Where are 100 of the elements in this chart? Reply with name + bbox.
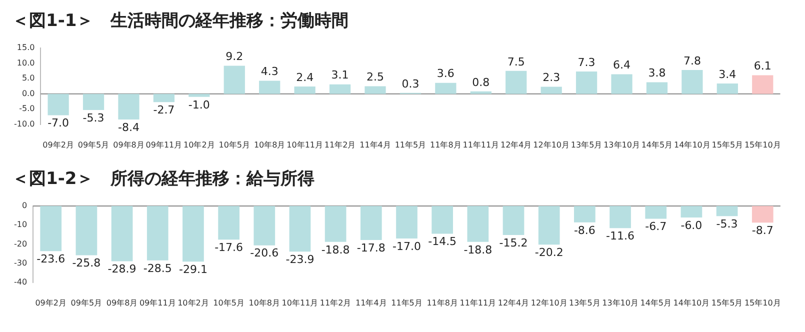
y-tick-label: -30 — [14, 258, 28, 268]
x-tick-label: 13年10月 — [604, 140, 640, 150]
x-tick-label: 10年11月 — [286, 140, 323, 150]
bar — [646, 82, 668, 94]
x-tick-label: 11年5月 — [394, 140, 426, 150]
x-tick-label: 09年5月 — [78, 140, 110, 150]
x-tick-label: 14年5月 — [640, 298, 672, 308]
bar — [153, 94, 175, 102]
bar — [611, 74, 632, 94]
bar — [576, 72, 598, 94]
x-tick-label: 09年11月 — [146, 140, 182, 150]
x-tick-label: 13年5月 — [570, 140, 602, 150]
data-label: 3.6 — [436, 67, 454, 80]
x-tick-label: 09年2月 — [35, 298, 66, 308]
y-tick-label: 10.0 — [16, 58, 35, 68]
data-label: -6.0 — [680, 218, 702, 232]
x-tick-label: 10年8月 — [248, 298, 280, 308]
data-label: -28.9 — [108, 262, 136, 276]
x-tick-label: 11年4月 — [356, 298, 387, 308]
bar — [329, 84, 351, 94]
x-tick-label: 10年8月 — [254, 140, 286, 150]
data-label: 4.3 — [260, 65, 278, 78]
data-label: -6.7 — [645, 220, 667, 234]
bar — [82, 94, 104, 110]
bar — [435, 82, 456, 94]
chart-title: ＜図1-2＞ 所得の経年推移：給与所得 — [11, 168, 316, 191]
data-label: 6.1 — [754, 60, 772, 73]
data-label: -1.0 — [188, 98, 210, 112]
x-tick-label: 11年8月 — [430, 140, 462, 150]
data-label: 3.1 — [331, 68, 349, 82]
data-label: 7.3 — [578, 56, 596, 69]
y-tick-label: 5.0 — [22, 74, 35, 83]
data-label: -20.6 — [250, 246, 279, 260]
x-tick-label: 14年10月 — [674, 140, 710, 150]
x-tick-label: 10年2月 — [184, 140, 215, 150]
bar — [364, 86, 386, 94]
x-tick-label: 15年5月 — [711, 298, 743, 308]
data-label: -17.6 — [214, 240, 244, 254]
data-label: -8.6 — [574, 224, 596, 237]
data-label: -29.1 — [178, 262, 208, 276]
x-tick-label: 14年5月 — [641, 140, 673, 150]
y-tick-label: 0 — [22, 201, 28, 210]
data-label: -18.8 — [321, 243, 350, 256]
x-tick-label: 10年11月 — [282, 298, 318, 308]
data-label: 0.3 — [402, 77, 420, 90]
x-tick-label: 11年11月 — [462, 140, 500, 150]
data-label: -25.8 — [72, 256, 101, 270]
data-label: 7.8 — [683, 54, 701, 68]
y-tick-label: 15.0 — [16, 43, 35, 52]
bar — [259, 80, 280, 94]
data-label: -17.0 — [392, 240, 421, 253]
x-tick-label: 11年4月 — [360, 140, 391, 150]
data-label: -11.6 — [606, 230, 635, 243]
x-tick-label: 10年5月 — [218, 140, 250, 150]
x-tick-label: 15年5月 — [712, 140, 744, 150]
data-label: -2.7 — [153, 103, 175, 116]
x-tick-label: 13年10月 — [602, 298, 638, 308]
data-label: -8.4 — [118, 120, 140, 134]
data-label: 0.8 — [472, 76, 490, 89]
data-label: -5.3 — [82, 111, 104, 124]
x-tick-label: 10年2月 — [178, 298, 209, 308]
data-label: 6.4 — [613, 58, 631, 72]
data-label: -23.6 — [36, 252, 66, 266]
data-label: 7.5 — [507, 55, 525, 68]
x-tick-label: 10年5月 — [213, 298, 244, 308]
chart-title: ＜図1-1＞ 生活時間の経年推移：労働時間 — [11, 10, 350, 33]
y-tick-label: 0.0 — [22, 88, 35, 98]
bar — [470, 91, 492, 94]
x-tick-label: 12年10月 — [533, 140, 570, 150]
data-label: 3.8 — [648, 66, 666, 80]
data-label: -14.5 — [428, 235, 457, 248]
data-label: 2.3 — [542, 71, 560, 84]
y-tick-label: -5.0 — [19, 104, 35, 114]
x-tick-label: 09年8月 — [113, 140, 144, 150]
bar — [224, 66, 245, 94]
data-label: -18.8 — [464, 243, 492, 256]
data-label: 2.5 — [366, 70, 384, 84]
data-label: -15.2 — [499, 236, 528, 250]
data-label: 2.4 — [296, 70, 314, 84]
data-label: -20.2 — [534, 246, 564, 259]
x-tick-label: 12年10月 — [530, 298, 568, 308]
data-label: -23.9 — [286, 253, 314, 266]
x-tick-label: 14年10月 — [673, 298, 710, 308]
y-tick-label: -10 — [14, 220, 28, 230]
data-label: 9.2 — [226, 50, 244, 64]
x-tick-label: 11年2月 — [320, 298, 352, 308]
x-tick-label: 11年11月 — [460, 298, 496, 308]
x-tick-label: 09年11月 — [139, 298, 176, 308]
x-tick-label: 09年2月 — [42, 140, 74, 150]
data-label: 3.4 — [718, 68, 736, 81]
data-label: -17.8 — [356, 241, 386, 254]
bar — [752, 75, 774, 94]
y-tick-label: -20 — [14, 239, 28, 248]
x-tick-label: 09年8月 — [106, 298, 138, 308]
x-tick-label: 11年8月 — [426, 298, 458, 308]
bar — [540, 86, 562, 94]
bar — [188, 94, 210, 97]
data-label: -28.5 — [143, 262, 172, 275]
x-tick-label: 09年5月 — [70, 298, 102, 308]
bar — [506, 70, 527, 94]
